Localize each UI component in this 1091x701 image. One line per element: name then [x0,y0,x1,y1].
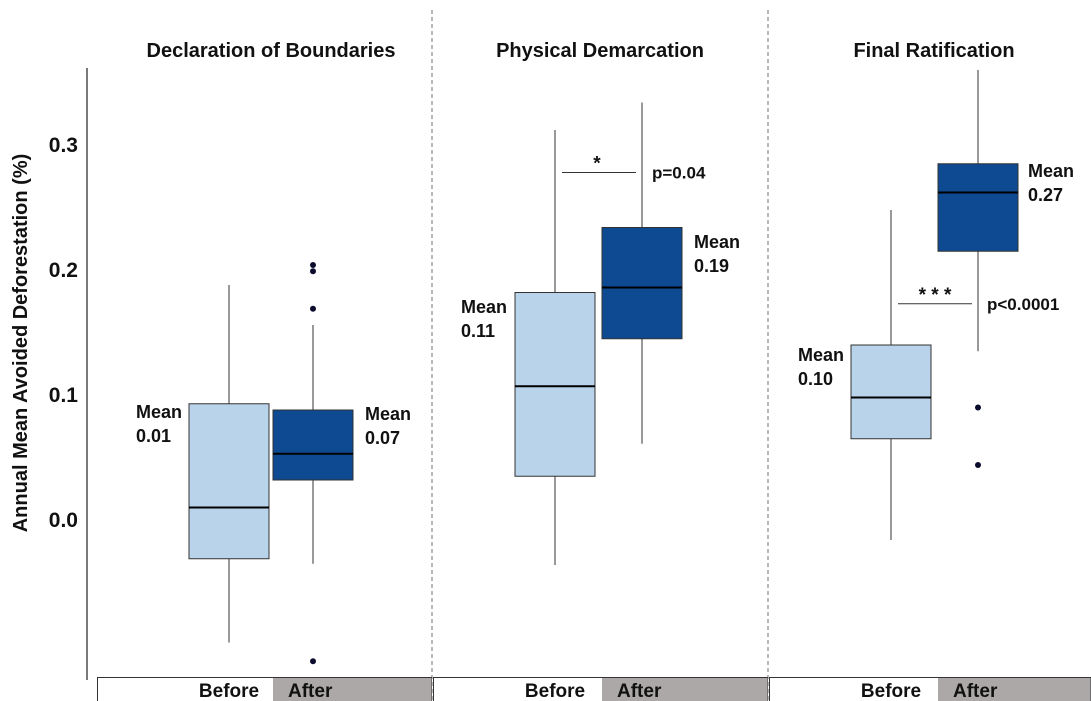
mean-value: 0.11 [461,321,495,341]
mean-label: Mean [798,345,844,365]
box-iqr [601,227,683,340]
category-label-before: Before [525,681,585,701]
box-before [850,210,932,540]
y-axis-label: Annual Mean Avoided Deforestation (%) [10,154,32,533]
category-label-after: After [953,681,998,701]
outlier-point [975,404,981,411]
outlier-point [310,305,316,312]
box-iqr [514,292,596,477]
after-label-background [602,678,768,701]
significance-stars: * * * [919,285,952,306]
mean-value: 0.10 [798,369,833,389]
outlier-point [975,462,981,468]
box-after [272,262,354,665]
panel-title: Final Ratification [853,40,1014,62]
outlier-point [310,262,316,268]
mean-label: Mean [136,402,182,422]
category-label-before: Before [861,681,921,701]
panel-title: Declaration of Boundaries [147,40,396,62]
category-label-before: Before [199,681,259,701]
y-tick-label: 0.3 [49,134,78,157]
p-value-label: p<0.0001 [987,295,1059,314]
mean-value: 0.27 [1028,185,1063,205]
mean-label: Mean [461,297,507,317]
category-label-after: After [617,681,662,701]
box-before [514,130,596,565]
box-before [188,285,270,643]
category-label-after: After [288,681,333,701]
box-iqr [937,163,1019,252]
after-label-background [273,678,432,701]
after-label-background [938,678,1091,701]
mean-value: 0.07 [365,428,400,448]
mean-label: Mean [365,404,411,424]
significance-stars: * [593,154,601,175]
outlier-point [310,268,316,275]
mean-value: 0.19 [694,256,729,276]
box-iqr [272,409,354,481]
box-after [937,70,1019,468]
y-tick-label: 0.1 [49,384,79,407]
mean-label: Mean [1028,161,1074,181]
mean-label: Mean [694,232,740,252]
outlier-point [310,658,316,665]
p-value-label: p=0.04 [652,164,706,183]
panel-title: Physical Demarcation [496,40,704,62]
y-tick-label: 0.2 [49,259,78,282]
box-after [601,102,683,444]
mean-value: 0.01 [136,426,171,446]
y-tick-label: 0.0 [49,509,78,532]
box-iqr [188,403,270,560]
box-iqr [850,344,932,440]
